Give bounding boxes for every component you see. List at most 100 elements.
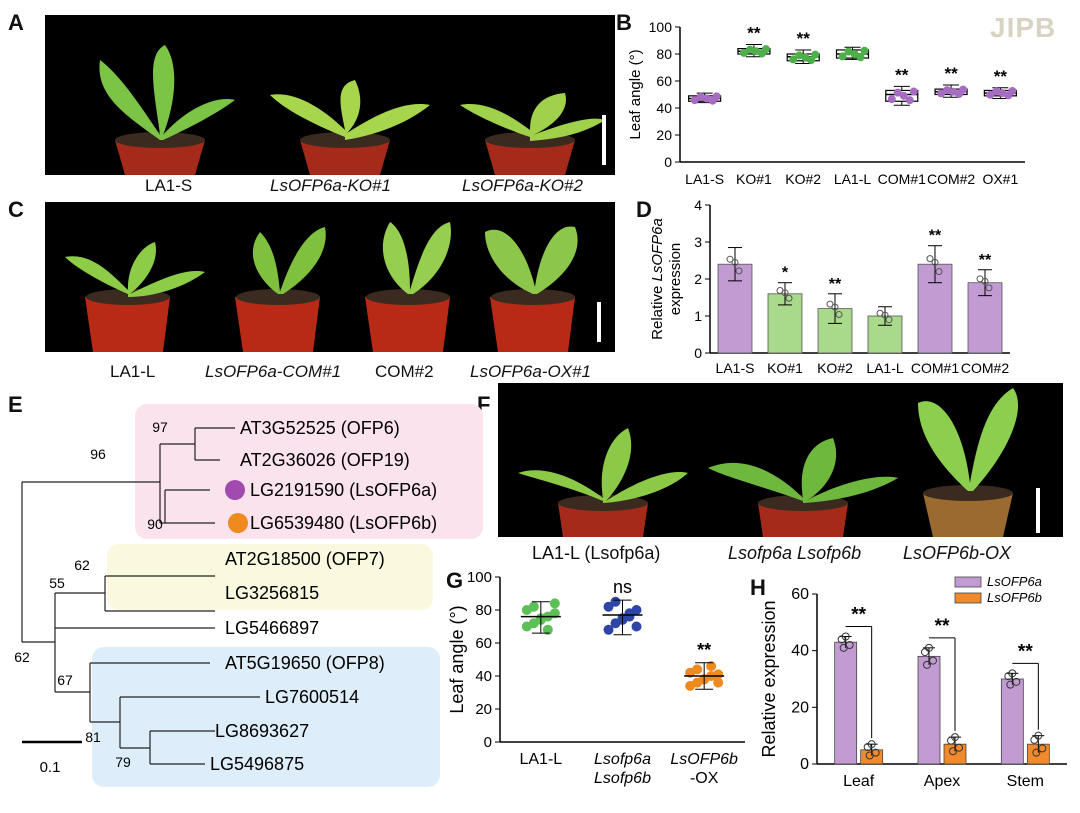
- y-tick-label: 60: [475, 635, 492, 652]
- data-point: [985, 284, 993, 292]
- significance-mark: **: [935, 616, 950, 637]
- bar: [917, 655, 941, 765]
- significance-mark: **: [797, 29, 811, 48]
- data-point: [893, 88, 902, 97]
- bootstrap-value: 97: [152, 419, 168, 435]
- caption-f-1-text: LA1-L (Lsofp6a): [532, 543, 661, 563]
- caption-f-3: LsOFP6b-OX: [903, 543, 1012, 563]
- bootstrap-value: 62: [74, 557, 90, 573]
- bootstrap-value: 62: [14, 649, 30, 665]
- chart-g: 0 20 40 60 80 100 Leaf angle (°) LA1-L Lsofp6a Ls…: [447, 569, 745, 787]
- tree-leaf-label: AT2G18500 (OFP7): [225, 549, 385, 569]
- y-tick-label: 40: [475, 668, 492, 685]
- x-tick-label: COM#1: [878, 171, 926, 187]
- bootstrap-value: 67: [57, 672, 73, 688]
- plant-pot: [708, 438, 898, 537]
- caption-a-2: LsOFP6a-KO#1: [270, 176, 391, 195]
- x-tick-label: LA1-L: [866, 360, 904, 376]
- data-point: [811, 50, 820, 59]
- tree-leaf-label: LG5466897: [225, 618, 319, 638]
- x-tick-label: COM#2: [927, 171, 975, 187]
- y-tick-label: 80: [656, 46, 672, 62]
- tree-leaf-label: AT3G52525 (OFP6): [240, 418, 400, 438]
- bootstrap-value: 96: [90, 446, 106, 462]
- plant-pot: [235, 227, 326, 352]
- caption-f-1: LA1-L (Lsofp6a): [532, 543, 660, 564]
- data-point: [837, 635, 846, 644]
- photo-f-drawing: [518, 388, 1040, 537]
- tree-leaf-label: AT5G19650 (OFP8): [225, 653, 385, 673]
- x-tick-label: LA1-S: [716, 360, 755, 376]
- bootstrap-value: 81: [85, 729, 101, 745]
- chart-h: 0 20 40 60 Relative expression ** Leaf ** Apex **…: [759, 574, 1067, 790]
- y-tick-label: 40: [791, 643, 809, 660]
- data-point: [865, 751, 874, 760]
- y-tick-label: 60: [656, 73, 672, 89]
- caption-c-4: LsOFP6a-OX#1: [470, 362, 591, 381]
- significance-mark: **: [944, 64, 958, 83]
- data-point: [899, 91, 908, 100]
- bootstrap-value: 90: [147, 516, 163, 532]
- data-point: [1034, 731, 1043, 740]
- significance-mark: ns: [613, 577, 632, 597]
- y-axis-label: Relative expression: [759, 600, 779, 757]
- data-point: [863, 743, 872, 751]
- significance-mark: **: [895, 65, 909, 84]
- tree-leaf-label: LG2191590 (LsOFP6a): [250, 480, 437, 500]
- data-point: [831, 303, 839, 311]
- panel-label-d: D: [636, 197, 652, 222]
- panel-label-g: G: [446, 568, 464, 593]
- y-axis-label-line2: expression: [667, 243, 684, 316]
- lsofp6a-marker: [225, 480, 245, 500]
- significance-mark: **: [829, 276, 842, 293]
- data-point: [692, 664, 703, 675]
- data-point: [603, 624, 614, 635]
- y-axis-label-italic: LsOFP6a: [649, 218, 666, 281]
- y-tick-label: 40: [656, 100, 672, 116]
- significance-mark: **: [979, 252, 992, 269]
- data-point: [881, 311, 889, 319]
- legend-label: LsOFP6a: [987, 574, 1042, 589]
- data-point: [921, 648, 929, 657]
- significance-mark: **: [747, 24, 761, 43]
- data-point: [713, 669, 724, 680]
- photo-c-drawing: [65, 222, 601, 352]
- plant-pot: [460, 93, 605, 175]
- photo-panel-a: [45, 15, 615, 175]
- data-point: [955, 743, 963, 752]
- clade-highlight: [107, 544, 433, 610]
- x-tick-label: -OX: [690, 770, 719, 787]
- significance-mark: **: [851, 605, 866, 626]
- bootstrap-value: 79: [115, 754, 131, 770]
- significance-mark: **: [1018, 641, 1033, 662]
- legend-swatch: [954, 576, 982, 588]
- photo-panel-f: [498, 383, 1063, 537]
- data-point: [735, 267, 743, 275]
- data-point: [949, 87, 958, 96]
- data-point: [850, 50, 859, 58]
- data-point: [926, 255, 934, 263]
- y-tick-label: 1: [694, 308, 702, 324]
- data-point: [801, 53, 810, 62]
- data-point: [542, 624, 553, 635]
- x-tick-label: Stem: [1007, 773, 1044, 790]
- data-point: [603, 601, 614, 612]
- caption-f-2: Lsofp6a Lsofp6b: [728, 543, 862, 563]
- y-tick-label: 100: [467, 569, 492, 586]
- scale-bar-label: 0.1: [40, 759, 61, 776]
- data-point: [923, 660, 931, 669]
- plant-pot: [65, 242, 205, 352]
- y-tick-label: 0: [484, 734, 492, 751]
- data-point: [905, 96, 914, 105]
- data-point: [856, 53, 865, 62]
- significance-mark: *: [782, 265, 789, 282]
- data-point: [841, 632, 850, 641]
- y-tick-label: 3: [694, 234, 702, 250]
- panel-label-c: C: [8, 197, 24, 222]
- data-point: [943, 86, 952, 95]
- data-point: [1032, 748, 1041, 757]
- y-tick-label: 0: [800, 756, 809, 773]
- data-point: [761, 45, 770, 54]
- y-tick-label: 60: [791, 586, 809, 603]
- y-tick-label: 0: [664, 154, 672, 170]
